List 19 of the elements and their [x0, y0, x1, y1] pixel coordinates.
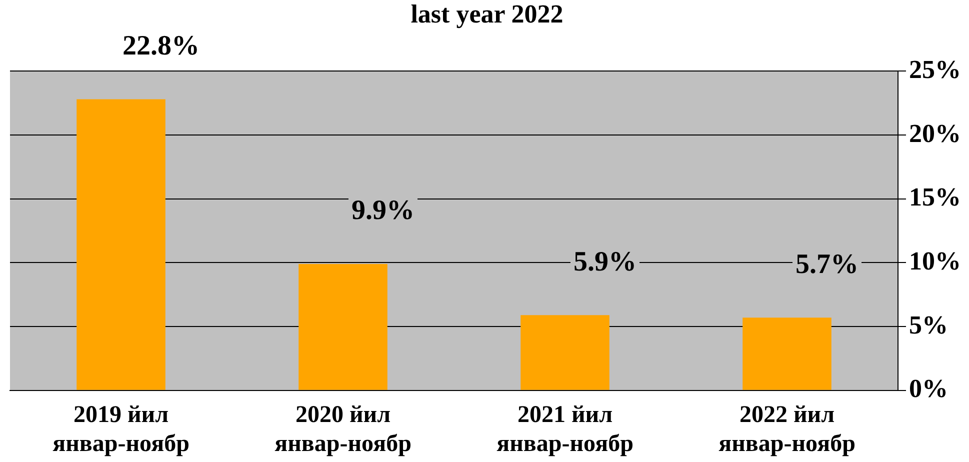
y-tick-label: 5%: [909, 310, 948, 340]
bar: [298, 264, 388, 390]
x-tick-label: 2020 йил январ-ноябр: [274, 402, 412, 457]
x-tick-label: 2019 йил январ-ноябр: [52, 402, 190, 457]
data-label: 22.8%: [122, 30, 200, 62]
data-label: 5.7%: [796, 248, 858, 280]
bar: [520, 315, 610, 390]
x-tick-label: 2021 йил январ-ноябр: [496, 402, 634, 457]
y-tick-label: 10%: [909, 246, 961, 276]
x-tick-label: 2022 йил январ-ноябр: [718, 402, 856, 457]
data-label: 5.9%: [574, 246, 636, 278]
data-label: 9.9%: [352, 195, 414, 226]
bar: [742, 318, 832, 390]
y-tick-label: 25%: [909, 54, 961, 84]
y-tick-label: 0%: [909, 374, 948, 404]
bar: [76, 99, 166, 390]
y-tick-label: 20%: [909, 118, 961, 148]
y-tick-label: 15%: [909, 182, 961, 212]
chart-title: last year 2022: [410, 0, 564, 28]
